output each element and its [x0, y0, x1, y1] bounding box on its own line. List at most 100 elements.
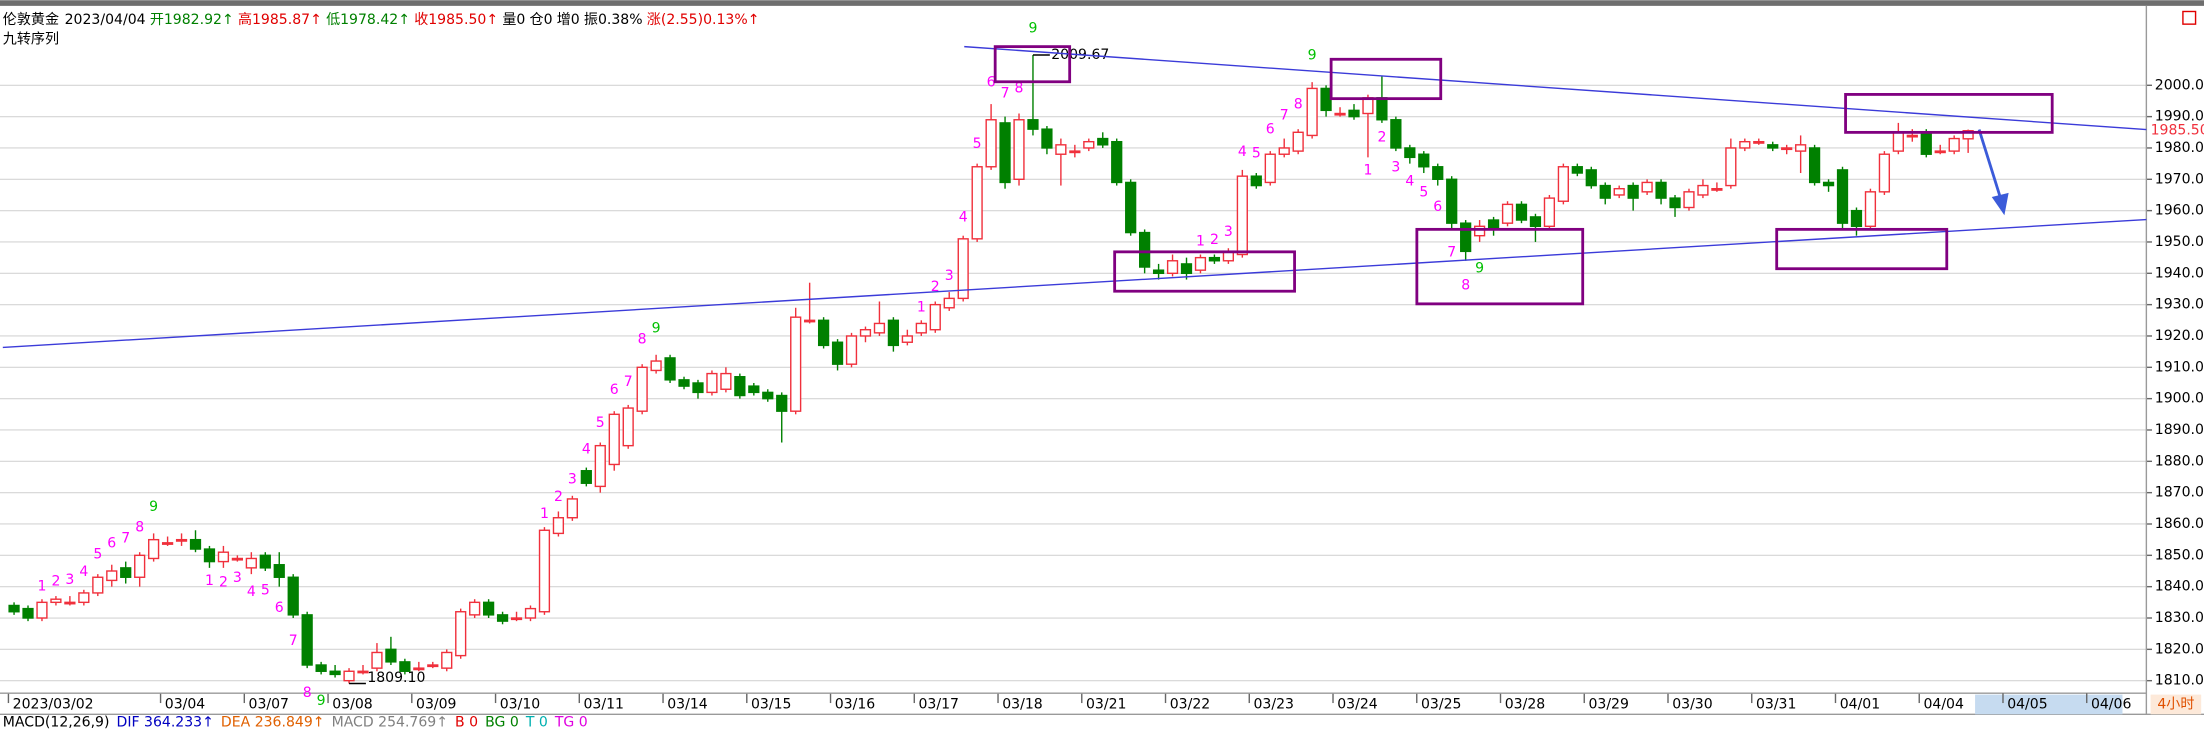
- candle-body: [1432, 166, 1444, 181]
- td-sell-count: 6: [610, 382, 619, 398]
- quote-field: 仓0: [530, 12, 553, 28]
- x-tick-label: 03/22: [1170, 696, 1210, 712]
- td-sell-count: 4: [79, 564, 88, 580]
- candle-body: [1557, 166, 1569, 202]
- candle-body: [1753, 140, 1765, 144]
- td-buy-count: 8: [1461, 278, 1470, 294]
- candle-body: [8, 604, 20, 613]
- td-sell-count: 1: [38, 578, 47, 594]
- candle-body: [78, 592, 90, 604]
- x-tick-label: 03/31: [1756, 696, 1796, 712]
- drawings: [2, 45, 2147, 349]
- candle-body: [608, 413, 620, 466]
- period-label[interactable]: 4小时: [2157, 696, 2194, 712]
- td-sell-count: 5: [1252, 145, 1261, 161]
- candle-body: [1194, 256, 1207, 271]
- td-buy-count: 7: [289, 633, 298, 649]
- indicator-field: BG 0: [485, 715, 519, 730]
- candle-body: [1585, 169, 1597, 187]
- candle-body: [92, 576, 104, 594]
- candle-body: [510, 617, 523, 621]
- period-box[interactable]: [2150, 694, 2202, 715]
- candle-body: [343, 670, 355, 682]
- candle-body: [999, 122, 1011, 184]
- td-sell-count: 4: [582, 442, 591, 458]
- candle-body: [1404, 147, 1416, 159]
- candle-body: [859, 329, 872, 337]
- candle-body: [413, 667, 425, 671]
- candle-body: [1460, 222, 1472, 253]
- quote-field: 量0: [502, 12, 525, 28]
- candle-body: [622, 407, 634, 447]
- candle-body: [106, 570, 118, 582]
- arrow: [1977, 129, 2002, 198]
- td-sell-count: 3: [945, 268, 954, 284]
- candle-body: [901, 335, 913, 343]
- td-sell-count: 8: [1015, 81, 1024, 97]
- window-icon[interactable]: [2182, 10, 2197, 25]
- td-buy-count: 7: [1447, 244, 1456, 260]
- y-tick-label: 1890.00: [2155, 422, 2204, 438]
- x-tick-label: 03/15: [751, 696, 791, 712]
- x-tick-label: 03/14: [667, 696, 708, 712]
- candle-body: [1739, 140, 1751, 149]
- candle-body: [650, 360, 662, 372]
- candle-body: [1097, 137, 1109, 146]
- candle-body: [231, 557, 244, 561]
- candle-body: [873, 322, 886, 334]
- highlight-box: [1844, 93, 2054, 134]
- candle-body: [524, 607, 537, 619]
- candle-body: [790, 316, 802, 412]
- x-tick-label: 04/05: [2007, 696, 2047, 712]
- y-tick-label: 2000.00: [2155, 77, 2204, 93]
- candle-body: [1055, 144, 1067, 155]
- x-tick-label: 03/28: [1505, 696, 1545, 712]
- candle-body: [22, 607, 34, 619]
- candle-body: [706, 372, 718, 394]
- candle-body: [762, 391, 774, 400]
- candle-body: [692, 382, 704, 394]
- quote-field: 涨(2.55)0.13%↑: [647, 12, 760, 28]
- x-tick-label: 03/16: [835, 696, 876, 712]
- y-tick-label: 1840.00: [2155, 579, 2204, 595]
- low-label: 1809.10: [367, 670, 425, 686]
- highlight-box: [1775, 227, 1949, 271]
- candle-body: [887, 319, 900, 347]
- y-tick-label: 1960.00: [2155, 203, 2204, 219]
- candle-body: [1655, 181, 1667, 199]
- td-sell-count: 9: [1308, 48, 1317, 64]
- candle-body: [1571, 166, 1583, 174]
- candle-body: [161, 542, 174, 545]
- td-sell-count: 2: [554, 489, 563, 505]
- candle-body: [301, 614, 313, 666]
- x-tick-label: 03/23: [1253, 696, 1293, 712]
- td-buy-count: 6: [1433, 199, 1442, 215]
- candle-body: [566, 498, 578, 519]
- td-sell-count: 7: [1280, 108, 1289, 124]
- y-tick-label: 1920.00: [2155, 328, 2204, 344]
- y-tick-label: 1930.00: [2155, 297, 2204, 313]
- x-tick-label: 03/11: [584, 696, 624, 712]
- candle-body: [203, 548, 216, 563]
- candle-body: [1878, 153, 1891, 193]
- highlight-box: [993, 45, 1072, 84]
- candle-body: [385, 648, 397, 663]
- candle-body: [1292, 131, 1304, 152]
- candle-body: [1836, 169, 1849, 224]
- candle-body: [1529, 216, 1542, 228]
- candle-body: [580, 470, 592, 484]
- trend-line: [964, 45, 2147, 131]
- candle-body: [1278, 147, 1290, 155]
- candle-body: [259, 554, 271, 569]
- quote-field: 增0: [557, 12, 580, 28]
- candle-body: [217, 551, 230, 563]
- td-sell-count: 9: [1029, 21, 1038, 37]
- indicator-legend: MACD(12,26,9) DIF 364.233↑ DEA 236.849↑ MAC…: [3, 715, 588, 730]
- candle-body: [734, 376, 746, 397]
- td-buy-count: 4: [247, 584, 256, 600]
- y-tick-label: 1860.00: [2155, 516, 2204, 532]
- candle-body: [776, 394, 788, 412]
- indicator-field: B 0: [455, 715, 478, 730]
- indicator-field: TG 0: [554, 715, 588, 730]
- candle-body: [329, 670, 341, 676]
